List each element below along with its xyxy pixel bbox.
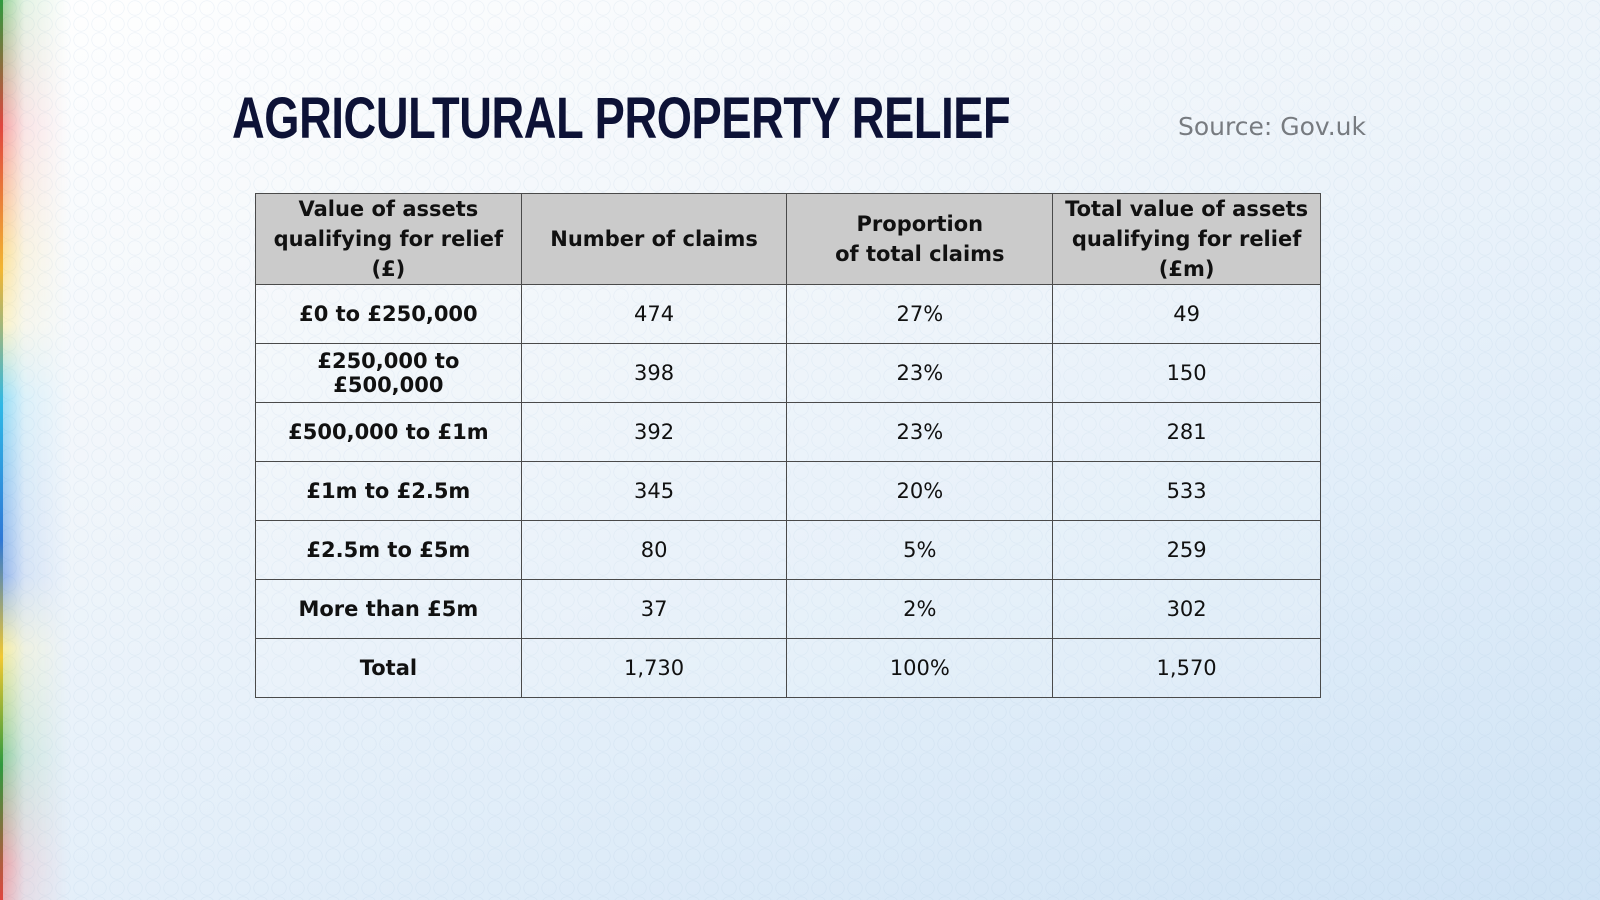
- column-header-4: Total value of assets qualifying for reli…: [1052, 193, 1321, 285]
- table-cell: 392: [520, 402, 788, 462]
- table-cell: 37: [520, 579, 788, 639]
- table-cell: 345: [520, 461, 788, 521]
- source-label: Source: Gov.uk: [1177, 112, 1366, 141]
- table-cell: 398: [520, 343, 788, 403]
- table-cell: 100%: [786, 638, 1054, 698]
- table-cell: 150: [1052, 343, 1321, 403]
- table-row: £250,000 to £500,000 398 23% 150: [255, 343, 1321, 403]
- column-header-2: Number of claims: [520, 193, 788, 285]
- column-header-1: Value of assets qualifying for relief (£): [255, 193, 522, 285]
- table-cell: 20%: [786, 461, 1054, 521]
- table-cell: 259: [1052, 520, 1321, 580]
- table-cell: 23%: [786, 343, 1054, 403]
- left-edge-color-line: [0, 0, 3, 900]
- table-cell: 1,730: [520, 638, 788, 698]
- row-label-cell: £500,000 to £1m: [255, 402, 522, 462]
- table-row: More than £5m 37 2% 302: [255, 579, 1321, 639]
- row-label-cell: £250,000 to £500,000: [255, 343, 522, 403]
- table-cell: 2%: [786, 579, 1054, 639]
- row-label-cell: Total: [255, 638, 522, 698]
- table-row: £0 to £250,000 474 27% 49: [255, 284, 1321, 344]
- table-cell: 49: [1052, 284, 1321, 344]
- row-label-cell: More than £5m: [255, 579, 522, 639]
- row-label-cell: £1m to £2.5m: [255, 461, 522, 521]
- left-edge-color-strip: [0, 0, 70, 900]
- row-label-cell: £2.5m to £5m: [255, 520, 522, 580]
- row-label-cell: £0 to £250,000: [255, 284, 522, 344]
- column-header-3: Proportion of total claims: [786, 193, 1054, 285]
- table-cell: 23%: [786, 402, 1054, 462]
- table-cell: 27%: [786, 284, 1054, 344]
- table-row: £1m to £2.5m 345 20% 533: [255, 461, 1321, 521]
- page-title: AGRICULTURAL PROPERTY RELIEF: [232, 86, 1011, 151]
- table-body: £0 to £250,000 474 27% 49 £250,000 to £500,0…: [255, 284, 1321, 698]
- table-row: £500,000 to £1m 392 23% 281: [255, 402, 1321, 462]
- relief-data-table: Value of assets qualifying for relief (£)…: [255, 193, 1321, 698]
- table-cell: 533: [1052, 461, 1321, 521]
- table-total-row: Total 1,730 100% 1,570: [255, 638, 1321, 698]
- table-cell: 5%: [786, 520, 1054, 580]
- table-row: £2.5m to £5m 80 5% 259: [255, 520, 1321, 580]
- table-cell: 281: [1052, 402, 1321, 462]
- table-cell: 474: [520, 284, 788, 344]
- table-cell: 80: [520, 520, 788, 580]
- table-header: Value of assets qualifying for relief (£)…: [255, 193, 1321, 285]
- table-header-row: Value of assets qualifying for relief (£)…: [255, 193, 1321, 285]
- table-cell: 302: [1052, 579, 1321, 639]
- table-cell: 1,570: [1052, 638, 1321, 698]
